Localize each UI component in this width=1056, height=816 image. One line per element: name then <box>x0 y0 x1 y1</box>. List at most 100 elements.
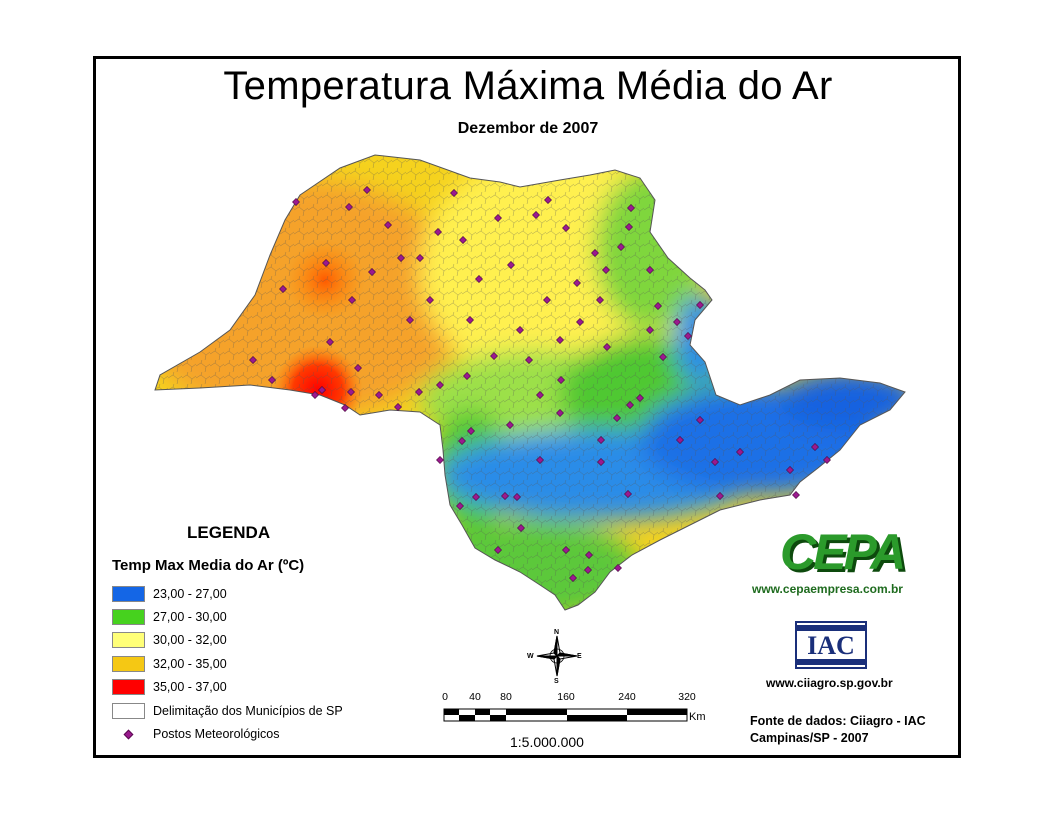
station-marker <box>375 391 383 399</box>
station-marker <box>318 386 326 394</box>
station-marker <box>513 493 521 501</box>
station-marker <box>507 261 515 269</box>
station-marker <box>573 279 581 287</box>
legend-item: 23,00 - 27,00 <box>112 582 343 605</box>
station-marker <box>716 492 724 500</box>
station-marker <box>466 316 474 324</box>
station-marker <box>584 566 592 574</box>
station-marker <box>536 456 544 464</box>
station-marker <box>311 391 319 399</box>
station-marker <box>384 221 392 229</box>
legend-item: Delimitação dos Municípios de SP <box>112 699 343 722</box>
station-marker <box>544 196 552 204</box>
legend-label: 35,00 - 37,00 <box>153 680 227 695</box>
scale-bar <box>443 708 688 722</box>
station-marker <box>613 414 621 422</box>
station-marker <box>557 376 565 384</box>
cepa-link[interactable]: www.cepaempresa.com.br <box>752 582 903 596</box>
station-marker <box>562 224 570 232</box>
legend-item: 35,00 - 37,00 <box>112 676 343 699</box>
station-marker <box>279 285 287 293</box>
station-marker <box>576 318 584 326</box>
station-marker <box>597 436 605 444</box>
data-source-place: Campinas/SP - 2007 <box>750 731 869 745</box>
scale-tick: 160 <box>557 691 575 703</box>
legend-swatch <box>112 655 145 672</box>
station-marker <box>597 458 605 466</box>
station-marker <box>585 551 593 559</box>
station-marker <box>394 403 402 411</box>
station-marker <box>654 302 662 310</box>
map-frame <box>93 56 961 758</box>
scale-tick: 80 <box>500 691 512 703</box>
legend-label: 32,00 - 35,00 <box>153 656 227 671</box>
legend-item: Postos Meteorológicos <box>112 722 343 745</box>
station-marker <box>494 214 502 222</box>
legend: 23,00 - 27,00 27,00 - 30,00 30,00 - 32,0… <box>112 582 343 746</box>
station-marker <box>624 490 632 498</box>
station-marker <box>617 243 625 251</box>
iac-logo-text: IAC <box>807 631 855 660</box>
station-marker <box>811 443 819 451</box>
station-marker <box>456 502 464 510</box>
station-marker <box>490 352 498 360</box>
station-marker <box>673 318 681 326</box>
station-marker <box>292 198 300 206</box>
compass-north: N <box>554 629 560 636</box>
scale-tick: 40 <box>469 691 481 703</box>
station-marker <box>268 376 276 384</box>
station-marker <box>543 296 551 304</box>
legend-swatch <box>112 609 145 626</box>
station-marker <box>646 266 654 274</box>
station-marker <box>345 203 353 211</box>
station-marker <box>659 353 667 361</box>
station-marker <box>458 437 466 445</box>
compass-south: S <box>554 678 559 685</box>
legend-subheading: Temp Max Media do Ar (ºC) <box>112 557 305 574</box>
station-marker <box>532 211 540 219</box>
map-subtitle: Dezembor de 2007 <box>457 120 599 137</box>
state-boundary <box>154 154 906 611</box>
station-marker <box>459 236 467 244</box>
station-marker <box>556 336 564 344</box>
map-title: Temperatura Máxima Média do Ar <box>223 64 833 108</box>
compass-east: E <box>577 653 582 660</box>
station-marker <box>525 356 533 364</box>
station-marker <box>591 249 599 257</box>
station-marker <box>501 492 509 500</box>
station-marker <box>341 404 349 412</box>
station-marker <box>363 186 371 194</box>
station-marker <box>614 564 622 572</box>
legend-swatch <box>112 702 145 719</box>
legend-label: 23,00 - 27,00 <box>153 586 227 601</box>
data-source: Fonte de dados: Ciiagro - IAC <box>750 714 926 728</box>
station-marker <box>792 491 800 499</box>
station-marker <box>397 254 405 262</box>
station-marker <box>596 296 604 304</box>
station-marker <box>823 456 831 464</box>
station-marker <box>516 326 524 334</box>
station-marker <box>450 189 458 197</box>
station-marker <box>636 394 644 402</box>
station-marker <box>249 356 257 364</box>
station-marker <box>603 343 611 351</box>
station-marker <box>696 301 704 309</box>
station-marker <box>684 332 692 340</box>
station-marker <box>517 524 525 532</box>
legend-item: 32,00 - 35,00 <box>112 652 343 675</box>
station-marker <box>696 416 704 424</box>
iac-link[interactable]: www.ciiagro.sp.gov.br <box>766 676 893 690</box>
cepa-logo: CEPA <box>780 524 906 580</box>
station-marker <box>626 401 634 409</box>
scale-unit: Km <box>689 711 706 723</box>
station-marker <box>676 436 684 444</box>
station-marker <box>348 296 356 304</box>
station-marker <box>368 268 376 276</box>
station-marker <box>711 458 719 466</box>
station-marker <box>406 316 414 324</box>
station-marker <box>494 546 502 554</box>
station-marker <box>627 204 635 212</box>
station-marker <box>416 254 424 262</box>
legend-item: 27,00 - 30,00 <box>112 605 343 628</box>
station-marker <box>354 364 362 372</box>
